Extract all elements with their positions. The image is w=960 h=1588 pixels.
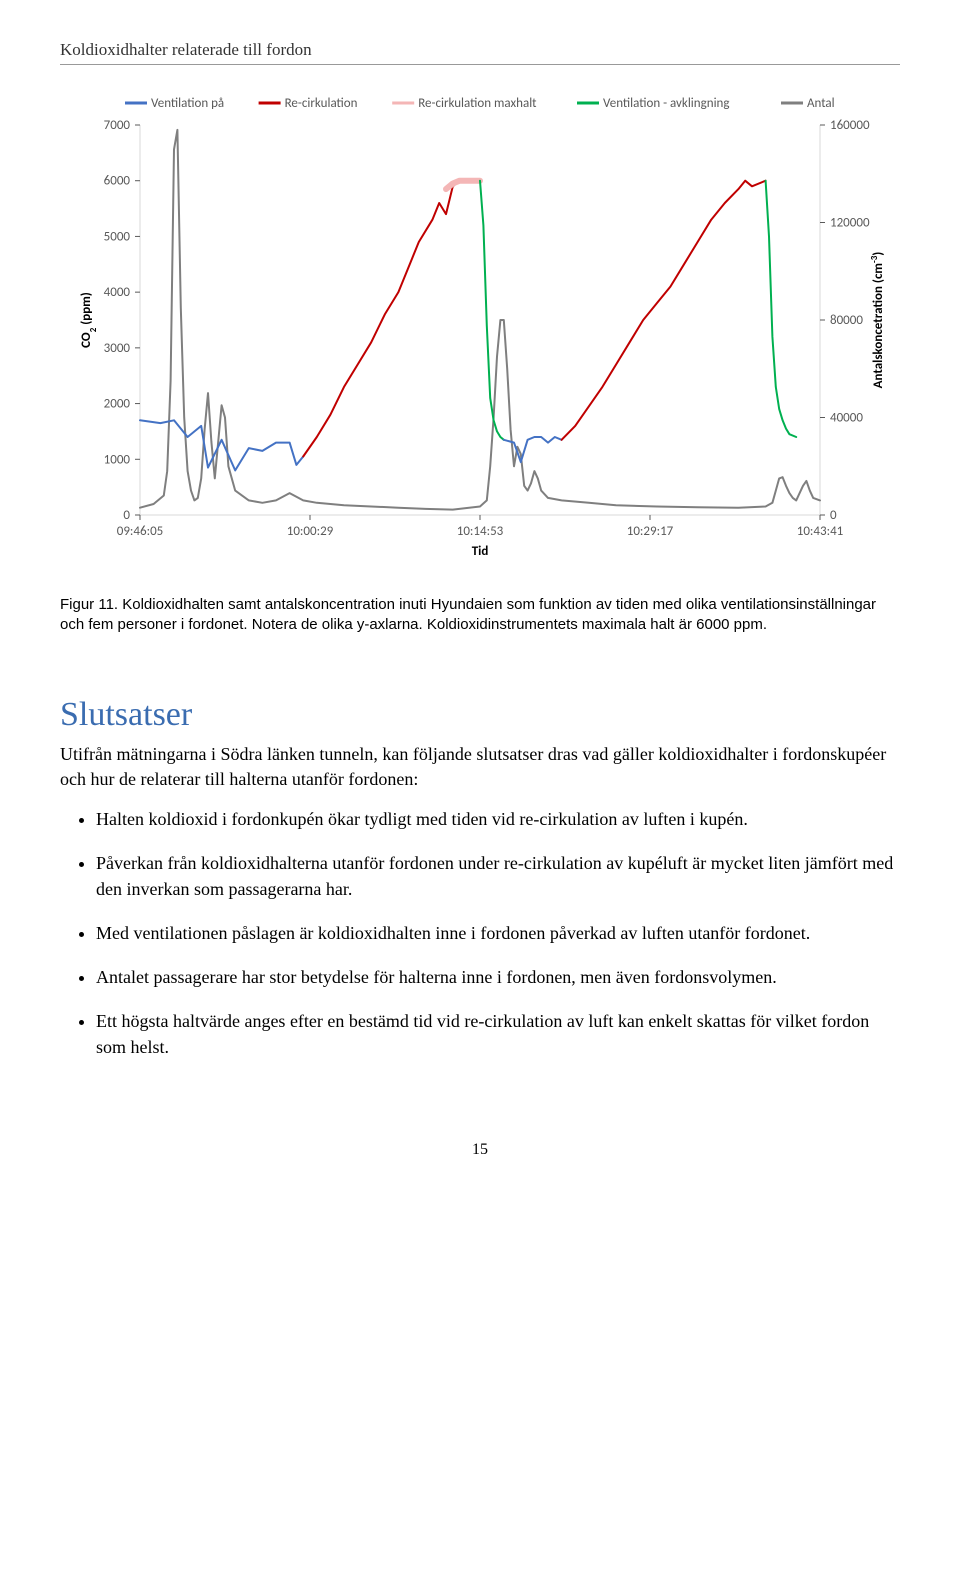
svg-text:1000: 1000 [104, 452, 131, 467]
svg-text:5000: 5000 [104, 229, 131, 244]
svg-text:0: 0 [123, 508, 130, 523]
svg-text:3000: 3000 [104, 341, 131, 356]
chart-container: Ventilation på Re-cirkulation Re-cirkulati… [70, 85, 890, 585]
svg-text:Re-cirkulation maxhalt: Re-cirkulation maxhalt [418, 96, 537, 111]
svg-text:10:43:41: 10:43:41 [797, 524, 844, 539]
svg-text:CO2 (ppm): CO2 (ppm) [79, 292, 99, 348]
svg-text:Ventilation på: Ventilation på [151, 96, 224, 111]
line-chart: Ventilation på Re-cirkulation Re-cirkulati… [70, 85, 890, 585]
svg-text:Re-cirkulation: Re-cirkulation [285, 96, 358, 111]
svg-text:Antalskoncetration (cm-3): Antalskoncetration (cm-3) [869, 252, 887, 389]
svg-text:Antal: Antal [807, 96, 835, 111]
svg-text:120000: 120000 [830, 216, 870, 231]
svg-text:40000: 40000 [830, 411, 863, 426]
list-item: Ett högsta haltvärde anges efter en best… [96, 1008, 900, 1060]
list-item: Påverkan från koldioxidhalterna utanför … [96, 850, 900, 902]
list-item: Halten koldioxid i fordonkupén ökar tydl… [96, 806, 900, 832]
conclusions-list: Halten koldioxid i fordonkupén ökar tydl… [60, 806, 900, 1061]
svg-text:0: 0 [830, 508, 837, 523]
svg-text:10:29:17: 10:29:17 [627, 524, 674, 539]
svg-text:6000: 6000 [104, 174, 131, 189]
svg-text:4000: 4000 [104, 285, 131, 300]
svg-text:80000: 80000 [830, 313, 863, 328]
list-item: Antalet passagerare har stor betydelse f… [96, 964, 900, 990]
list-item: Med ventilationen påslagen är koldioxidh… [96, 920, 900, 946]
svg-text:Tid: Tid [472, 544, 489, 559]
svg-text:Ventilation - avklingning: Ventilation - avklingning [603, 96, 730, 111]
svg-text:2000: 2000 [104, 397, 131, 412]
section-title: Slutsatser [60, 696, 900, 734]
svg-text:10:14:53: 10:14:53 [457, 524, 504, 539]
svg-text:7000: 7000 [104, 118, 131, 133]
svg-text:10:00:29: 10:00:29 [287, 524, 334, 539]
page-header: Koldioxidhalter relaterade till fordon [60, 40, 900, 65]
page-number: 15 [60, 1141, 900, 1159]
intro-paragraph: Utifrån mätningarna i Södra länken tunne… [60, 742, 900, 792]
figure-caption: Figur 11. Koldioxidhalten samt antalskon… [60, 595, 900, 636]
svg-text:09:46:05: 09:46:05 [117, 524, 164, 539]
svg-text:160000: 160000 [830, 118, 870, 133]
